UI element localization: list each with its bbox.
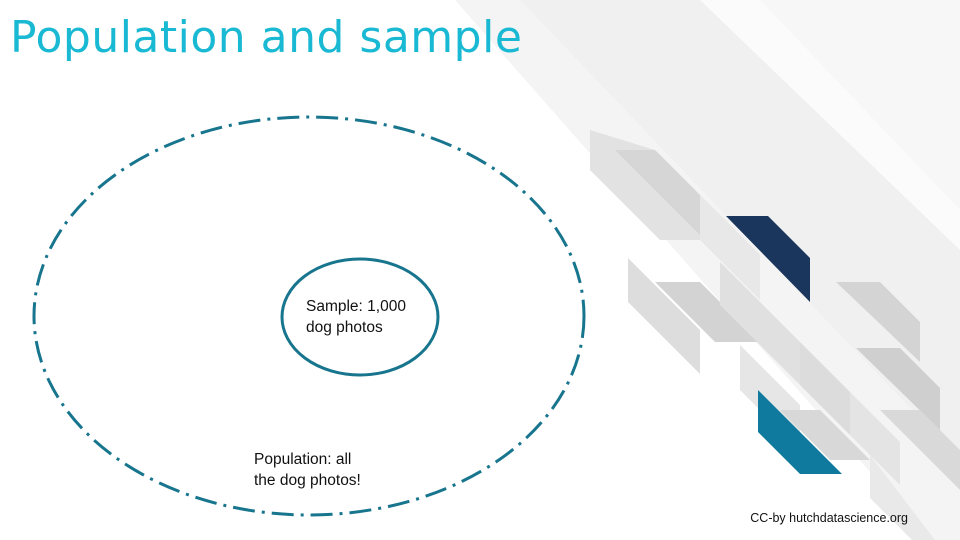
diagonal-band-edge (760, 0, 960, 210)
credit-text: CC-by hutchdatascience.org (750, 511, 908, 525)
gray-block-5 (655, 282, 760, 342)
gray-block-1 (590, 130, 700, 240)
gray-block-9 (836, 282, 920, 362)
gray-block-6 (720, 262, 800, 385)
teal-block (758, 390, 842, 474)
gray-block-10 (856, 348, 940, 430)
navy-block (726, 216, 810, 302)
gray-block-14 (780, 410, 870, 460)
gray-block-4 (628, 258, 700, 374)
gray-block-8 (800, 342, 850, 435)
gray-block-11 (850, 392, 900, 485)
gray-block-12 (880, 410, 960, 490)
sample-ellipse (280, 257, 440, 377)
population-ellipse (32, 115, 586, 517)
sample-label: Sample: 1,000 dog photos (306, 298, 406, 336)
gray-block-3 (700, 195, 760, 300)
gray-block-13 (870, 455, 935, 540)
slide-title: Population and sample (10, 12, 523, 63)
population-label: Population: all the dog photos! (254, 451, 361, 489)
